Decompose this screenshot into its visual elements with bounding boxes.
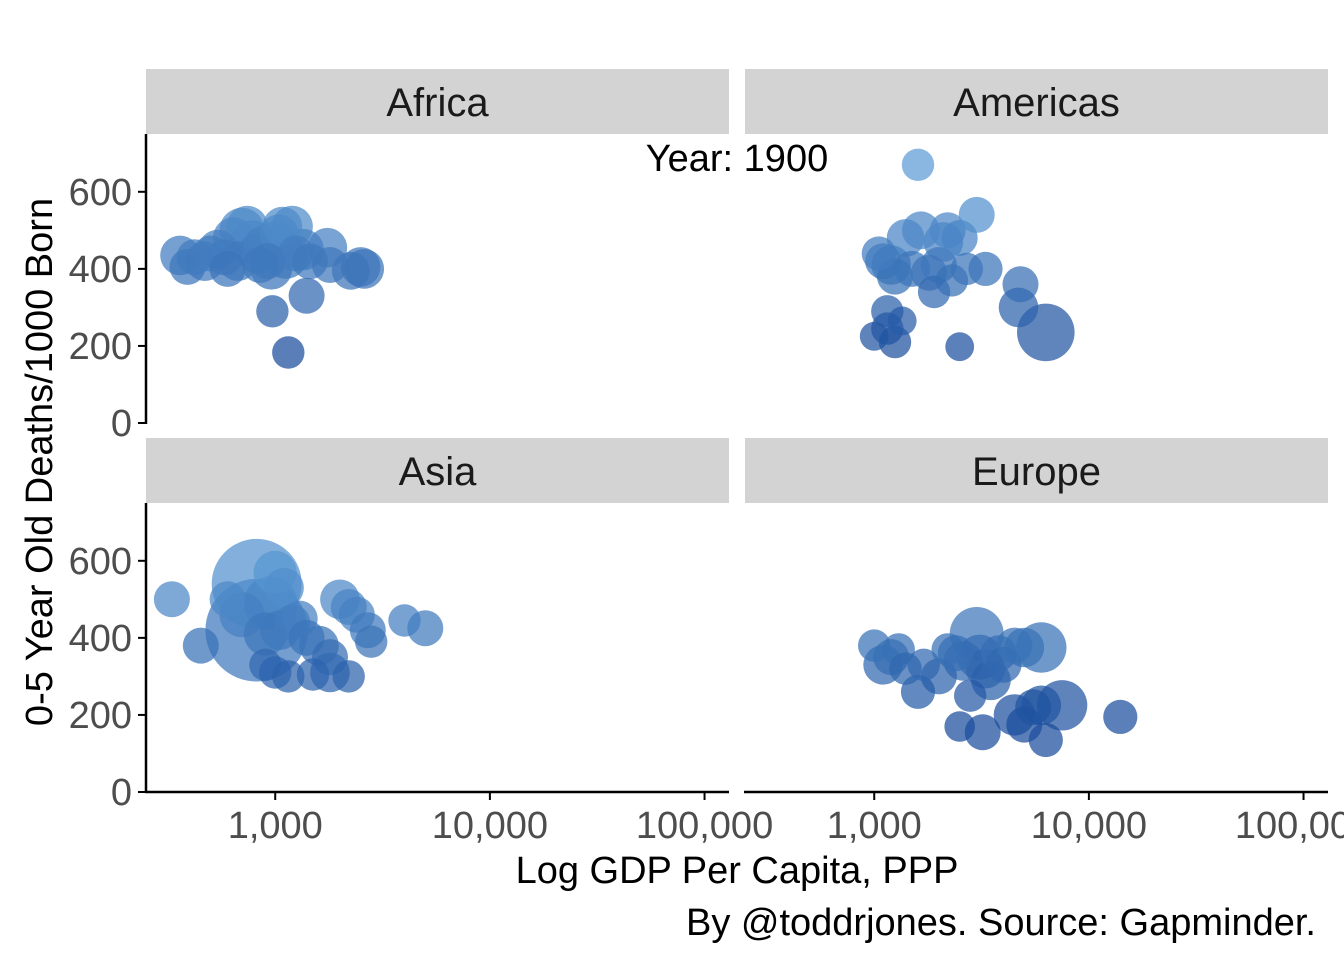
- x-tick-label: 10,000: [432, 805, 548, 847]
- data-point: [355, 625, 388, 658]
- data-point: [256, 295, 289, 328]
- data-point: [1002, 266, 1039, 303]
- strip-label-asia: Asia: [399, 450, 478, 494]
- y-tick-label: 400: [69, 618, 132, 660]
- y-tick-label: 600: [69, 541, 132, 583]
- x-tick-label: 1,000: [228, 805, 323, 847]
- data-point: [272, 660, 305, 693]
- panel-americas: Americas: [745, 69, 1328, 362]
- data-point: [209, 581, 246, 618]
- data-point: [153, 581, 190, 618]
- panel-africa: Africa 0 200 400 600: [69, 69, 729, 445]
- data-point: [958, 196, 995, 233]
- panel-asia: Asia 0 200 400 600 1,000 10,000 100,000: [69, 438, 773, 847]
- data-point: [288, 277, 325, 314]
- y-tick-label: 0: [111, 772, 132, 814]
- data-point: [296, 658, 330, 691]
- y-tick-label: 200: [69, 326, 132, 368]
- y-tick-label: 0: [111, 403, 132, 445]
- data-point: [209, 250, 246, 287]
- y-axis-title: 0-5 Year Old Deaths/1000 Born: [19, 198, 61, 726]
- data-point: [859, 321, 889, 351]
- data-point: [996, 627, 1033, 664]
- data-point: [182, 627, 219, 664]
- strip-africa: [146, 69, 729, 134]
- data-point: [907, 648, 940, 681]
- data-point: [312, 247, 348, 283]
- year-annotation: Year: 1900: [646, 138, 828, 180]
- y-tick-label: 200: [69, 695, 132, 737]
- data-point: [902, 211, 940, 250]
- x-tick-label: 1,000: [827, 805, 922, 847]
- panels-layer: Africa 0 200 400 600 Americas Asia 0 200 400 600 1,…: [69, 69, 1344, 847]
- data-point: [272, 336, 305, 369]
- strip-label-africa: Africa: [386, 81, 489, 125]
- y-tick-label: 600: [69, 172, 132, 214]
- x-tick-label: 10,000: [1031, 805, 1147, 847]
- data-point: [954, 679, 987, 712]
- strip-asia: [146, 438, 729, 503]
- data-point: [887, 306, 917, 336]
- y-tick-label: 400: [69, 249, 132, 291]
- strip-europe: [745, 438, 1328, 503]
- panel-europe: Europe 1,000 10,000 100,000: [744, 438, 1344, 847]
- data-point: [945, 332, 975, 362]
- data-point: [861, 236, 896, 271]
- data-point: [950, 252, 983, 286]
- strip-americas: [745, 69, 1328, 134]
- data-point: [931, 633, 964, 666]
- data-point: [1015, 689, 1052, 726]
- data-point: [858, 629, 891, 662]
- caption: By @toddrjones. Source: Gapminder.: [686, 902, 1316, 944]
- data-point: [264, 568, 304, 608]
- data-point: [249, 243, 286, 280]
- data-point: [944, 711, 975, 742]
- x-tick-label: 100,000: [636, 805, 773, 847]
- data-point: [332, 660, 365, 693]
- strip-label-europe: Europe: [972, 450, 1101, 494]
- data-point: [1103, 699, 1138, 735]
- strip-label-americas: Americas: [953, 81, 1120, 125]
- data-point: [388, 604, 421, 637]
- data-point: [901, 148, 935, 181]
- x-axis-title: Log GDP Per Capita, PPP: [516, 850, 959, 892]
- data-point: [1028, 722, 1063, 758]
- x-tick-label: 100,000: [1235, 805, 1344, 847]
